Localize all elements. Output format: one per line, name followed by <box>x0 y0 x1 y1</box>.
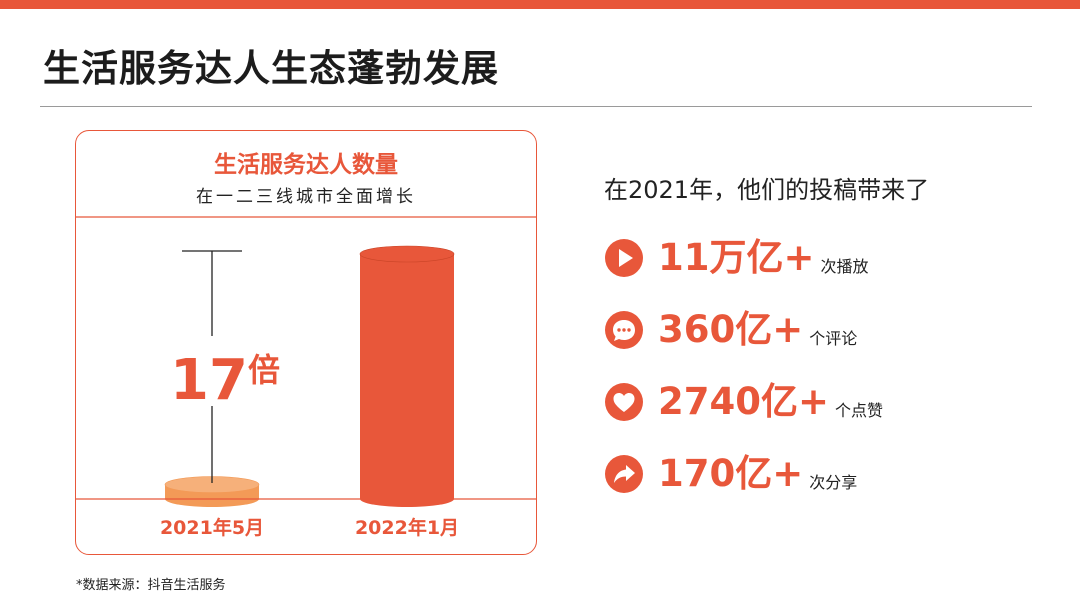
growth-annotation: 17倍 <box>170 348 280 413</box>
stat-comments: 360亿+ 个评论 <box>604 307 1044 352</box>
chart-subtitle: 在一二三线城市全面增长 <box>196 187 416 207</box>
data-source-note: *数据来源：抖音生活服务 <box>76 578 226 593</box>
stats-panel: 在2021年，他们的投稿带来了 11万亿+ 次播放 360亿+ 个评论 2740… <box>604 170 1044 523</box>
top-accent-bar <box>0 0 1080 9</box>
stat-unit: 次分享 <box>809 472 858 492</box>
bar-chart: 2021年5月 2022年1月 17倍 <box>76 216 536 539</box>
stat-unit: 个评论 <box>809 328 858 348</box>
stat-value: 170亿+ <box>658 451 804 495</box>
stat-value: 11万亿+ <box>658 235 815 279</box>
share-icon <box>605 454 643 493</box>
bar-1 <box>360 254 454 507</box>
play-icon <box>605 238 643 277</box>
growth-multiple-unit: 倍 <box>248 351 280 389</box>
comment-icon <box>605 310 643 349</box>
stat-unit: 次播放 <box>820 256 869 276</box>
stat-value: 2740亿+ <box>658 379 829 423</box>
chart-panel: 生活服务达人数量 在一二三线城市全面增长 2021年5月 2022年1月 17倍 <box>75 130 537 555</box>
page-title: 生活服务达人生态蓬勃发展 <box>43 47 499 90</box>
stat-plays: 11万亿+ 次播放 <box>604 235 1044 280</box>
x-tick-label: 2021年5月 <box>160 516 264 539</box>
stat-value: 360亿+ <box>658 307 804 351</box>
title-divider <box>40 106 1032 107</box>
stats-intro: 在2021年，他们的投稿带来了 <box>604 176 930 204</box>
heart-icon <box>605 382 643 421</box>
stat-shares: 170亿+ 次分享 <box>604 451 1044 496</box>
bar-top-1 <box>359 245 455 263</box>
x-tick-label: 2022年1月 <box>355 516 459 539</box>
chart-title: 生活服务达人数量 <box>214 152 398 178</box>
stat-unit: 个点赞 <box>834 400 883 420</box>
stat-likes: 2740亿+ 个点赞 <box>604 379 1044 424</box>
growth-multiple-number: 17 <box>170 348 248 413</box>
